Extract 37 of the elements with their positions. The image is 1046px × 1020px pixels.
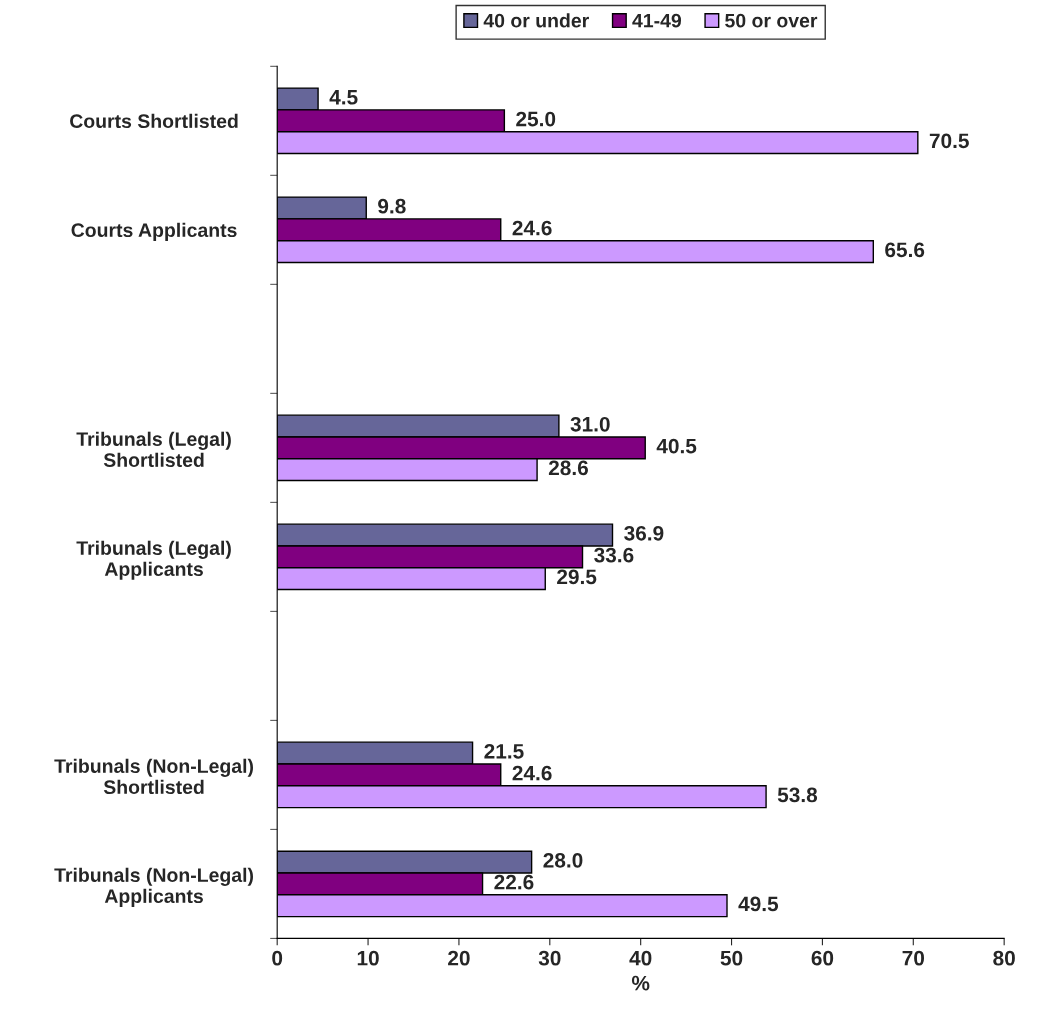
data-label: 28.6: [548, 460, 588, 476]
data-label: 36.9: [624, 525, 664, 541]
x-tick-label: 20: [448, 950, 470, 966]
data-label: 29.5: [557, 569, 597, 585]
data-label: 24.6: [512, 765, 552, 781]
x-axis-title: %: [631, 975, 650, 991]
data-label: 4.5: [329, 90, 358, 105]
legend-label: 41-49: [632, 13, 682, 28]
legend-label: 40 or under: [483, 13, 589, 28]
y-tick-label: Courts Applicants: [71, 222, 237, 241]
data-label: 31.0: [570, 416, 610, 432]
y-tick-label: Tribunals (Non-Legal) Applicants: [54, 867, 254, 907]
data-label: 28.0: [543, 852, 583, 868]
data-label: 40.5: [656, 438, 697, 454]
y-tick-label: Courts Shortlisted: [70, 113, 238, 129]
data-label: 9.8: [378, 198, 406, 214]
y-tick-label: Tribunals (Legal) Shortlisted: [76, 431, 231, 467]
data-label: 22.6: [494, 874, 534, 890]
x-tick-label: 10: [357, 950, 379, 966]
data-label: 33.6: [594, 547, 634, 563]
x-tick-label: 60: [811, 950, 834, 966]
legend-label: 50 or over: [725, 13, 818, 28]
x-tick-label: 50: [720, 950, 743, 966]
data-label: 70.5: [929, 133, 969, 149]
y-tick-label: Tribunals (Non-Legal) Shortlisted: [54, 758, 254, 795]
data-label: 49.5: [738, 896, 779, 912]
data-label: 25.0: [516, 111, 556, 127]
x-tick-label: 70: [902, 950, 925, 966]
y-tick-label: Tribunals (Legal) Applicants: [76, 540, 231, 580]
x-tick-label: 30: [538, 950, 561, 966]
data-label: 65.6: [885, 242, 925, 258]
data-label: 21.5: [484, 743, 524, 759]
data-label: 24.6: [512, 220, 552, 236]
data-label: 53.8: [777, 787, 818, 803]
x-tick-label: 80: [993, 950, 1015, 966]
x-tick-label: 40: [629, 950, 652, 966]
x-tick-label: 0: [272, 950, 283, 966]
